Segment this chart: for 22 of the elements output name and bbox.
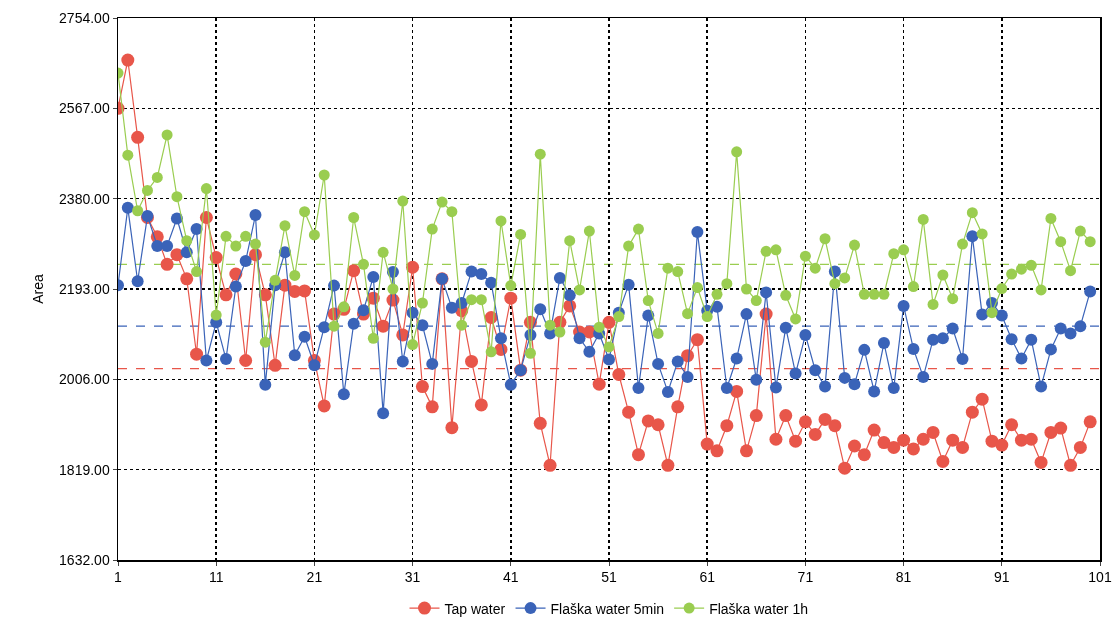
x-tick-label: 71 xyxy=(797,569,814,586)
x-tick-label: 61 xyxy=(699,569,716,586)
y-axis-title: Area xyxy=(29,274,46,304)
y-tick-label: 1632.00 xyxy=(59,551,110,568)
x-tick-label: 101 xyxy=(1088,569,1112,586)
y-tick-label: 2193.00 xyxy=(59,280,110,297)
x-tick-label: 11 xyxy=(208,569,224,586)
legend-label: Flaška water 1h xyxy=(709,600,808,617)
y-tick-label: 1819.00 xyxy=(59,461,110,478)
x-tick-label: 81 xyxy=(895,569,912,586)
y-tick-label: 2006.00 xyxy=(59,371,110,388)
x-tick-label: 91 xyxy=(994,569,1010,586)
legend-label: Flaška water 5min xyxy=(550,600,665,617)
legend-label: Tap water xyxy=(444,600,506,617)
x-tick-label: 51 xyxy=(601,569,617,586)
y-tick-label: 2754.00 xyxy=(59,9,110,26)
x-tick-label: 31 xyxy=(404,569,421,586)
x-tick-label: 41 xyxy=(503,569,519,586)
y-tick-label: 2380.00 xyxy=(59,190,110,207)
y-tick-label: 2567.00 xyxy=(59,100,110,117)
x-tick-label: 21 xyxy=(306,569,323,586)
x-tick-label: 1 xyxy=(114,569,123,586)
